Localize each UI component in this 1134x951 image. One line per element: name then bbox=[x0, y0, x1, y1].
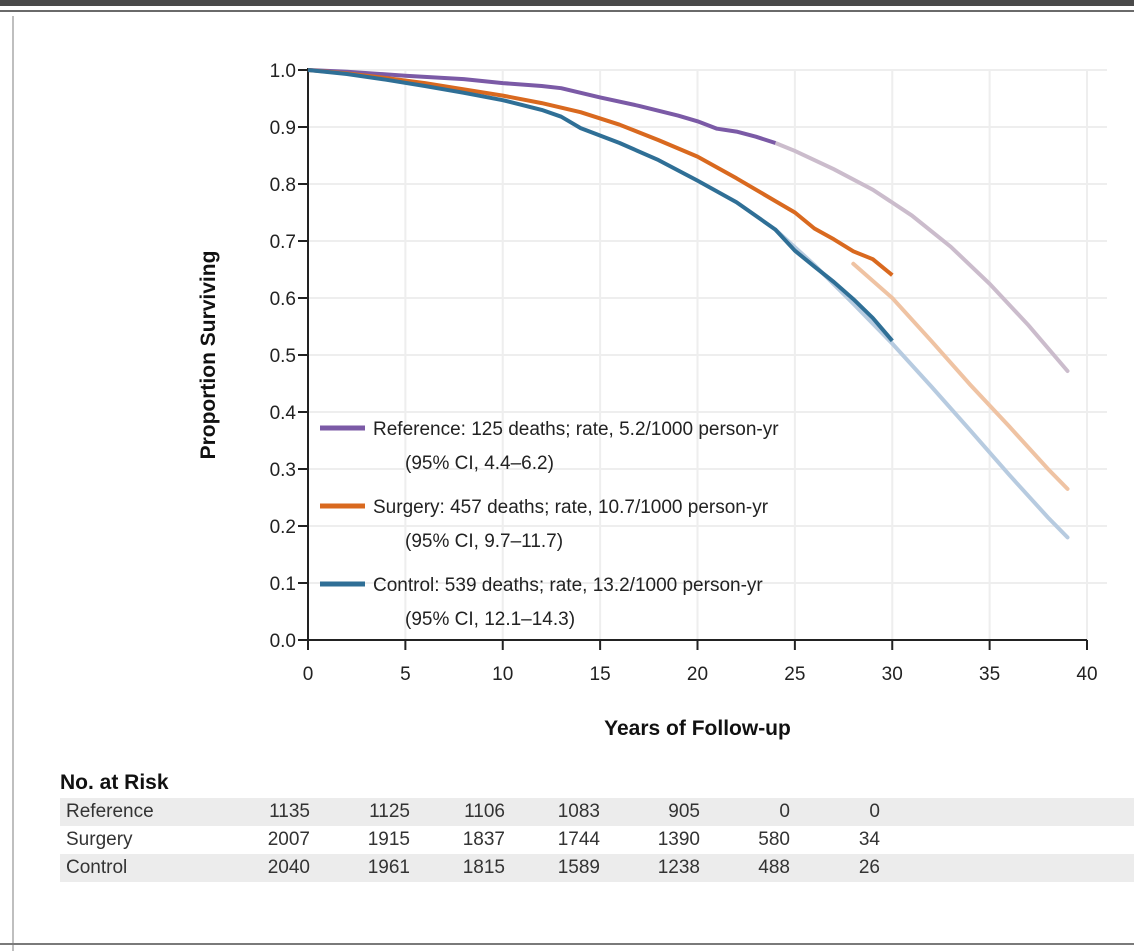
risk-table: No. at Risk Reference 1135 1125 1106 108… bbox=[60, 768, 1134, 882]
risk-cell: 2007 bbox=[267, 829, 310, 850]
series-projected-surgery bbox=[851, 261, 1070, 491]
x-tick-label: 10 bbox=[492, 664, 513, 685]
legend-ci-reference: (95% CI, 4.4–6.2) bbox=[405, 453, 554, 474]
x-tick-label: 0 bbox=[303, 664, 314, 685]
legend-label-surgery: Surgery: 457 deaths; rate, 10.7/1000 per… bbox=[373, 497, 769, 518]
risk-cell: 0 bbox=[779, 801, 790, 822]
x-tick-label: 25 bbox=[784, 664, 805, 685]
risk-cell: 1106 bbox=[464, 801, 505, 822]
top-border-inner bbox=[0, 10, 1134, 12]
legend-ci-control: (95% CI, 12.1–14.3) bbox=[405, 609, 575, 630]
risk-row-control: Control 2040 1961 1815 1589 1238 488 26 bbox=[60, 854, 1134, 882]
bottom-border bbox=[0, 943, 1134, 945]
y-tick-label: 0.2 bbox=[270, 517, 296, 538]
risk-cell: 1815 bbox=[462, 857, 505, 878]
survival-chart: 0.0 0.1 0.2 0.3 0.4 0.5 0.6 0.7 0.8 0.9 1.0 0 5 10 15 2… bbox=[197, 61, 1107, 740]
y-tick-label: 0.4 bbox=[270, 403, 297, 424]
risk-cell: 1837 bbox=[462, 829, 505, 850]
risk-cell: 580 bbox=[758, 829, 790, 850]
risk-cell: 26 bbox=[858, 857, 880, 878]
legend-label-control: Control: 539 deaths; rate, 13.2/1000 per… bbox=[373, 575, 763, 596]
top-border bbox=[0, 0, 1134, 6]
risk-cell: 1961 bbox=[367, 857, 410, 878]
y-tick-label: 0.7 bbox=[270, 232, 296, 253]
x-tick-label: 30 bbox=[882, 664, 903, 685]
x-axis-title: Years of Follow-up bbox=[604, 717, 791, 740]
risk-cell: 1744 bbox=[557, 829, 600, 850]
y-tick-label: 0.5 bbox=[270, 346, 296, 367]
risk-row-reference: Reference 1135 1125 1106 1083 905 0 0 bbox=[60, 798, 1134, 826]
y-tick-label: 0.3 bbox=[270, 460, 296, 481]
left-border bbox=[12, 16, 14, 951]
y-axis-title: Proportion Surviving bbox=[197, 251, 220, 460]
risk-row-label: Reference bbox=[66, 801, 154, 822]
y-tick-label: 0.6 bbox=[270, 289, 296, 310]
legend-label-reference: Reference: 125 deaths; rate, 5.2/1000 pe… bbox=[373, 419, 779, 440]
y-tick-label: 1.0 bbox=[270, 61, 296, 82]
risk-cell: 1238 bbox=[657, 857, 700, 878]
risk-cell: 905 bbox=[668, 801, 700, 822]
risk-cell: 1915 bbox=[367, 829, 410, 850]
series-line-reference bbox=[307, 68, 777, 145]
series-projected-control bbox=[773, 227, 1070, 540]
x-tick-label: 5 bbox=[400, 664, 411, 685]
legend-ci-surgery: (95% CI, 9.7–11.7) bbox=[405, 531, 563, 552]
risk-row-label: Surgery bbox=[66, 829, 133, 850]
risk-row-surgery: Surgery 2007 1915 1837 1744 1390 580 34 bbox=[60, 826, 1134, 854]
y-tick-label: 0.8 bbox=[270, 175, 296, 196]
y-tick-label: 0.0 bbox=[270, 631, 296, 652]
x-tick-label: 15 bbox=[590, 664, 611, 685]
risk-cell: 1589 bbox=[557, 857, 600, 878]
series-projected-reference bbox=[773, 141, 1070, 373]
risk-cell: 1390 bbox=[657, 829, 700, 850]
x-tick-label: 20 bbox=[687, 664, 708, 685]
series-line-surgery bbox=[307, 68, 894, 277]
x-tick-label: 35 bbox=[979, 664, 1000, 685]
risk-cell: 1135 bbox=[269, 801, 310, 822]
risk-cell: 1125 bbox=[369, 801, 410, 822]
risk-row-label: Control bbox=[66, 857, 128, 878]
risk-cell: 1083 bbox=[557, 801, 600, 822]
y-tick-label: 0.1 bbox=[270, 574, 296, 595]
risk-cell: 0 bbox=[869, 801, 880, 822]
y-tick-label: 0.9 bbox=[270, 118, 296, 139]
series-line-control bbox=[307, 68, 894, 343]
risk-cell: 34 bbox=[858, 829, 880, 850]
risk-cell: 488 bbox=[758, 857, 790, 878]
risk-cell: 2040 bbox=[267, 857, 310, 878]
risk-table-title: No. at Risk bbox=[60, 771, 169, 794]
x-tick-label: 40 bbox=[1076, 664, 1097, 685]
